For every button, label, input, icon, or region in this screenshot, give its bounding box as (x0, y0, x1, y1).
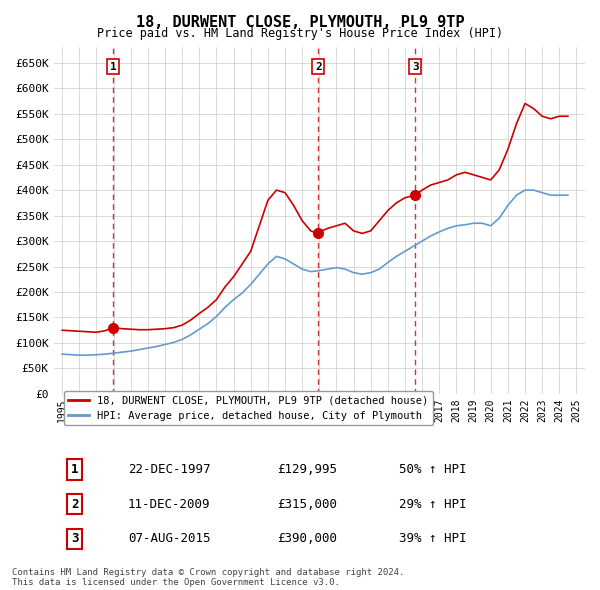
Legend: 18, DURWENT CLOSE, PLYMOUTH, PL9 9TP (detached house), HPI: Average price, detac: 18, DURWENT CLOSE, PLYMOUTH, PL9 9TP (de… (64, 391, 433, 425)
Text: 1: 1 (71, 463, 79, 476)
Text: 11-DEC-2009: 11-DEC-2009 (128, 497, 211, 511)
Text: 22-DEC-1997: 22-DEC-1997 (128, 463, 211, 476)
Text: 2: 2 (71, 497, 79, 511)
Text: 1: 1 (110, 61, 116, 71)
Text: 18, DURWENT CLOSE, PLYMOUTH, PL9 9TP: 18, DURWENT CLOSE, PLYMOUTH, PL9 9TP (136, 15, 464, 30)
Text: £129,995: £129,995 (277, 463, 337, 476)
Text: Price paid vs. HM Land Registry's House Price Index (HPI): Price paid vs. HM Land Registry's House … (97, 27, 503, 40)
Text: Contains HM Land Registry data © Crown copyright and database right 2024.
This d: Contains HM Land Registry data © Crown c… (12, 568, 404, 587)
Text: 3: 3 (412, 61, 419, 71)
Text: 50% ↑ HPI: 50% ↑ HPI (399, 463, 467, 476)
Text: 39% ↑ HPI: 39% ↑ HPI (399, 532, 467, 545)
Text: 07-AUG-2015: 07-AUG-2015 (128, 532, 211, 545)
Text: 2: 2 (315, 61, 322, 71)
Text: £390,000: £390,000 (277, 532, 337, 545)
Text: 29% ↑ HPI: 29% ↑ HPI (399, 497, 467, 511)
Text: 3: 3 (71, 532, 79, 545)
Text: £315,000: £315,000 (277, 497, 337, 511)
